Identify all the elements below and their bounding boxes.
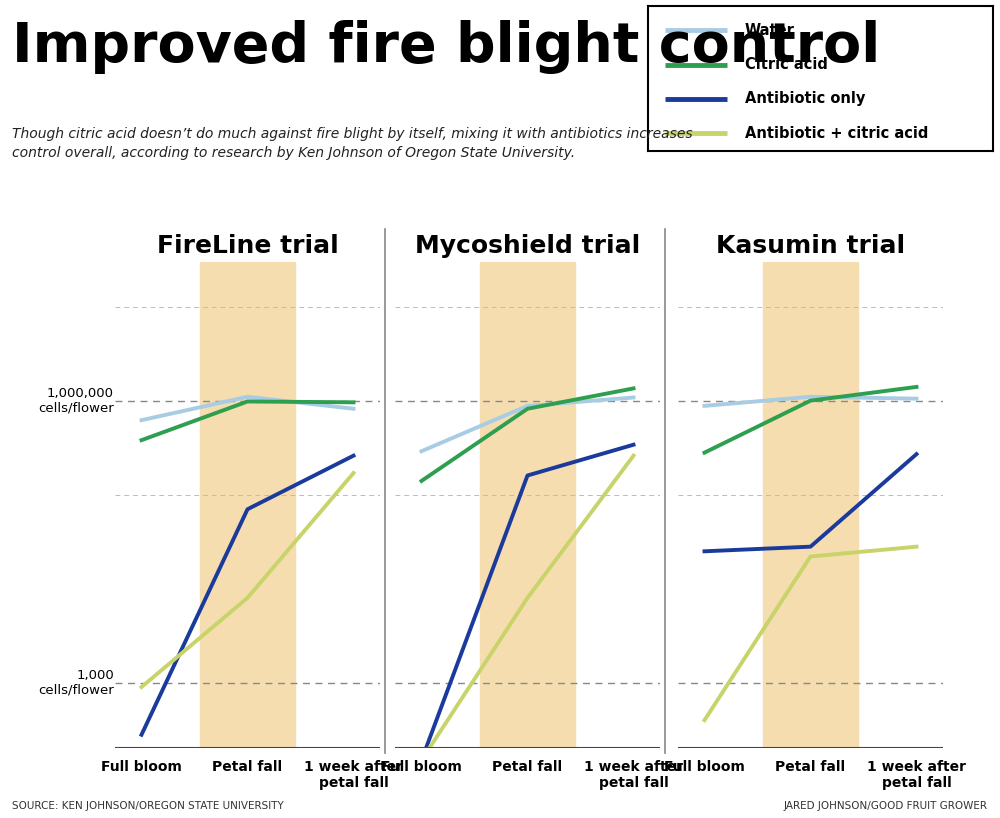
- Text: Though citric acid doesn’t do much against fire blight by itself, mixing it with: Though citric acid doesn’t do much again…: [12, 127, 693, 160]
- Title: Mycoshield trial: Mycoshield trial: [415, 235, 640, 258]
- Text: Citric acid: Citric acid: [745, 57, 827, 72]
- Text: SOURCE: KEN JOHNSON/OREGON STATE UNIVERSITY: SOURCE: KEN JOHNSON/OREGON STATE UNIVERS…: [12, 802, 284, 811]
- Bar: [763, 262, 858, 748]
- Title: Kasumin trial: Kasumin trial: [716, 235, 905, 258]
- Text: 1,000,000
cells/flower: 1,000,000 cells/flower: [38, 387, 114, 415]
- Text: Antibiotic only: Antibiotic only: [745, 92, 865, 106]
- Text: JARED JOHNSON/GOOD FRUIT GROWER: JARED JOHNSON/GOOD FRUIT GROWER: [784, 802, 988, 811]
- Text: Water: Water: [745, 23, 794, 38]
- Text: Improved fire blight control: Improved fire blight control: [12, 20, 880, 74]
- Bar: [480, 262, 575, 748]
- Text: Antibiotic + citric acid: Antibiotic + citric acid: [745, 126, 928, 141]
- Title: FireLine trial: FireLine trial: [157, 235, 338, 258]
- Text: 1,000
cells/flower: 1,000 cells/flower: [38, 669, 114, 697]
- Bar: [200, 262, 295, 748]
